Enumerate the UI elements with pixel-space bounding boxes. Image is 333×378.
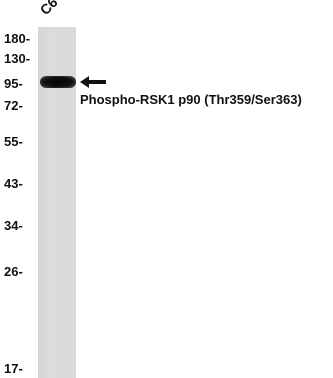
target-label: Phospho-RSK1 p90 (Thr359/Ser363) (80, 92, 302, 107)
lane-label: C6 (36, 0, 61, 19)
marker-72: 72- (4, 98, 23, 113)
arrow-left-icon (80, 76, 106, 88)
marker-43: 43- (4, 176, 23, 191)
marker-26: 26- (4, 264, 23, 279)
marker-180: 180- (4, 31, 31, 46)
marker-55: 55- (4, 134, 23, 149)
marker-17: 17- (4, 361, 23, 376)
marker-34: 34- (4, 218, 23, 233)
protein-band (40, 76, 76, 88)
marker-95: 95- (4, 76, 23, 91)
marker-130: 130- (4, 51, 31, 66)
